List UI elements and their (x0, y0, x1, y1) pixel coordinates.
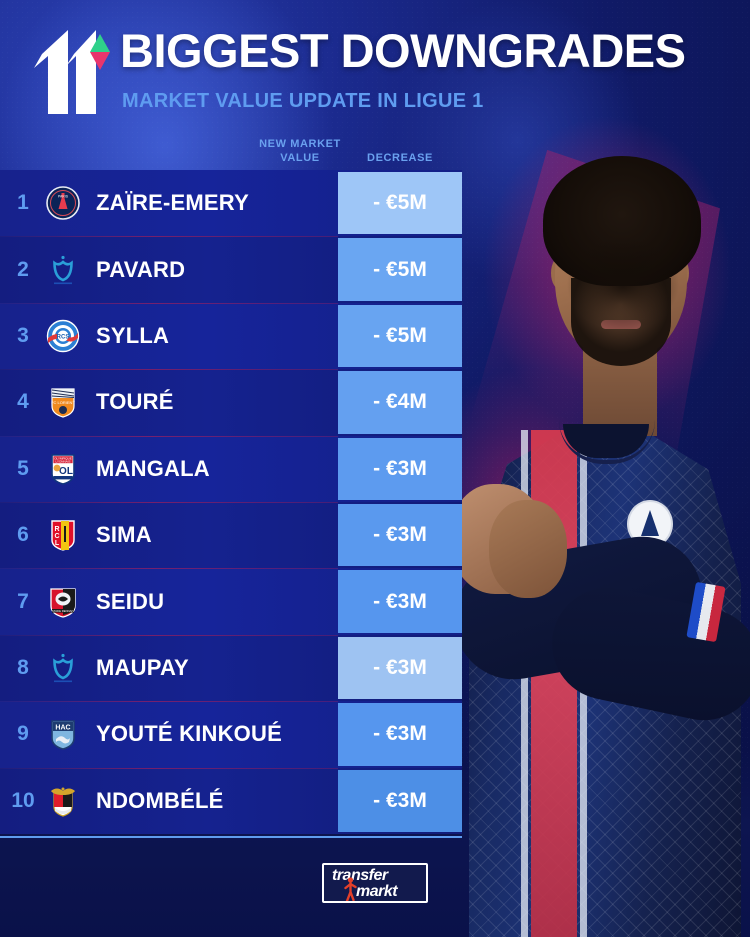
svg-text:OLYMPIQUE: OLYMPIQUE (54, 456, 72, 460)
player-photo: AIRW (444, 128, 750, 937)
svg-text:STADE RENNAIS: STADE RENNAIS (52, 608, 74, 612)
svg-text:L: L (55, 540, 60, 547)
row-rank: 6 (17, 523, 29, 547)
row-rank: 2 (17, 257, 29, 281)
decrease-value: - €4M (338, 371, 462, 434)
transfermarkt-logo: transfer markt (322, 863, 428, 903)
svg-text:HAC: HAC (55, 725, 70, 732)
shirt-neckline (559, 420, 655, 464)
player-name: SEIDU (96, 588, 165, 614)
page-subtitle: MARKET VALUE UPDATE IN LIGUE 1 (122, 90, 484, 112)
shirt-stripe-white-left (521, 430, 528, 937)
transfermarkt-logo-line1: transfer (332, 867, 388, 884)
player-name: TOURÉ (96, 389, 174, 415)
svg-text:RCS: RCS (57, 334, 70, 340)
player-name: SYLLA (96, 322, 170, 348)
club-crest-lyon-icon: OLYMPIQUE LYONNAIS OL (46, 452, 80, 486)
svg-text:LYONNAIS: LYONNAIS (56, 459, 71, 463)
table-row[interactable]: 8 MAUPAY€5M- €3M (0, 634, 462, 702)
player-name: ZAÏRE-EMERY (96, 190, 249, 216)
row-rank: 3 (17, 323, 29, 347)
svg-text:C: C (54, 533, 59, 540)
player-name: PAVARD (96, 256, 186, 282)
decrease-value: - €5M (338, 304, 462, 368)
row-rank: 5 (17, 456, 29, 480)
table-bottom-border (0, 836, 462, 838)
club-crest-nice-icon (46, 784, 80, 818)
transfermarkt-logo-line2: markt (356, 883, 398, 900)
column-header-decrease: DECREASE (367, 152, 433, 164)
table-row[interactable]: 1 PARIS ZAÏRE-EMERY€50M- €5M (0, 170, 462, 237)
table-row[interactable]: 10 NDOMBÉLÉ€4M- €3M (0, 767, 462, 834)
table-row[interactable]: 4 FC LORIENT TOURÉ€3M- €4M (0, 369, 462, 436)
club-crest-psg-icon: PARIS (46, 186, 80, 220)
row-rank: 7 (17, 589, 29, 613)
table-body: 1 PARIS ZAÏRE-EMERY€50M- €5M2 PAVARD€20M… (0, 170, 462, 836)
row-separator (0, 435, 338, 437)
row-rank: 10 (11, 788, 35, 812)
table-row[interactable]: 2 PAVARD€20M- €5M (0, 236, 462, 303)
table-row[interactable]: 5 OLYMPIQUE LYONNAIS OL MANGALA€15M- €3M (0, 435, 462, 502)
table-row[interactable]: 9 HAC YOUTÉ KINKOUÉ€4M- €3M (0, 701, 462, 768)
row-separator (0, 236, 338, 238)
decrease-value: - €3M (338, 503, 462, 567)
transfermarkt-player-figure-icon (344, 877, 357, 901)
row-separator (0, 302, 338, 304)
player-name: NDOMBÉLÉ (96, 787, 224, 813)
row-separator (0, 701, 338, 703)
player-name: SIMA (96, 522, 152, 548)
decrease-value: - €3M (338, 570, 462, 633)
club-crest-strasbourg-icon: RCS (46, 319, 80, 353)
decrease-value: - €5M (338, 172, 462, 235)
row-separator (0, 634, 338, 636)
decrease-value: - €3M (338, 703, 462, 766)
svg-text:PARIS: PARIS (58, 195, 69, 199)
club-crest-rennes-icon: STADE RENNAIS (46, 585, 80, 619)
player-name: MAUPAY (96, 654, 189, 680)
svg-text:OL: OL (59, 466, 73, 477)
decrease-value: - €5M (338, 238, 462, 301)
player-hair-volume (551, 224, 695, 344)
table-row[interactable]: 6 R C L SIMA€6M- €3M (0, 501, 462, 569)
row-separator (0, 568, 338, 570)
row-rank: 9 (17, 722, 29, 746)
column-header-new-market-value: NEW MARKET VALUE (259, 138, 341, 164)
row-separator (0, 369, 338, 371)
decrease-value: - €3M (338, 636, 462, 700)
svg-text:FC LORIENT: FC LORIENT (51, 400, 75, 405)
row-separator (0, 767, 338, 769)
row-rank: 4 (17, 390, 29, 414)
row-rank: 1 (17, 191, 29, 215)
club-crest-lorient-icon: FC LORIENT (46, 385, 80, 419)
club-crest-marseille-icon (46, 253, 80, 287)
decrease-value: - €3M (338, 769, 462, 832)
club-crest-marseille-icon (46, 651, 80, 685)
club-crest-lens-icon: R C L (46, 518, 80, 552)
svg-text:R: R (54, 526, 59, 533)
player-name: YOUTÉ KINKOUÉ (96, 721, 282, 747)
decrease-value: - €3M (338, 437, 462, 500)
downgrades-table: 1 PARIS ZAÏRE-EMERY€50M- €5M2 PAVARD€20M… (0, 170, 462, 838)
row-rank: 8 (17, 655, 29, 679)
11-updown-logo-icon (22, 22, 118, 122)
player-name: MANGALA (96, 455, 210, 481)
row-separator (0, 501, 338, 503)
player-hand-right (489, 500, 567, 598)
page-title: BIGGEST DOWNGRADES (120, 24, 686, 77)
club-crest-lehavre-icon: HAC (46, 717, 80, 751)
